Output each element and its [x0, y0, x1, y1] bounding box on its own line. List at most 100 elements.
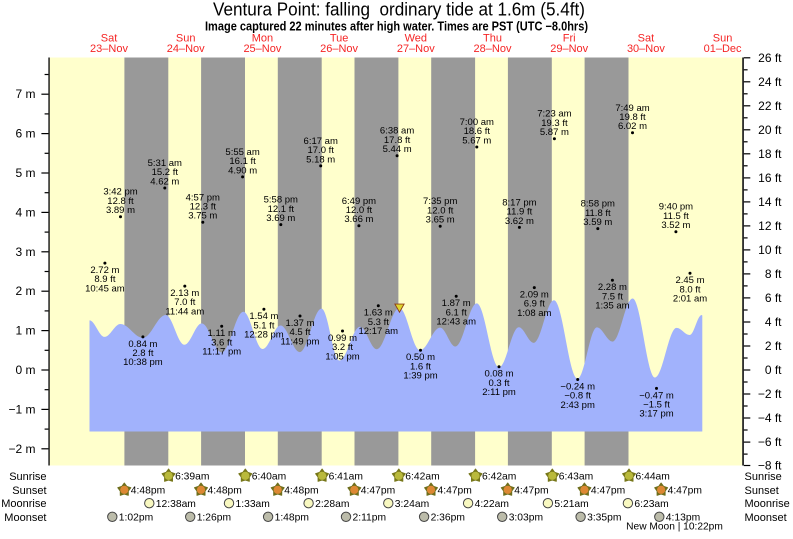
svg-text:7.5 ft: 7.5 ft [602, 291, 623, 302]
svg-text:20 ft: 20 ft [758, 123, 782, 137]
svg-text:10:38 pm: 10:38 pm [123, 357, 163, 368]
svg-text:11.9 ft: 11.9 ft [507, 207, 533, 218]
svg-text:26 ft: 26 ft [758, 51, 782, 65]
svg-text:Sun: Sun [713, 33, 733, 45]
svg-text:1:48pm: 1:48pm [275, 513, 309, 524]
svg-text:5.3 ft: 5.3 ft [368, 317, 389, 328]
svg-text:Moonset: Moonset [745, 512, 787, 524]
svg-text:7:35 pm: 7:35 pm [423, 196, 457, 207]
svg-text:29–Nov: 29–Nov [550, 43, 588, 55]
svg-text:1:08 am: 1:08 am [517, 308, 551, 319]
svg-text:19.3 ft: 19.3 ft [541, 118, 568, 129]
svg-text:4:47pm: 4:47pm [668, 486, 702, 497]
svg-text:11.5 ft: 11.5 ft [663, 211, 689, 222]
svg-text:−2 ft: −2 ft [758, 387, 782, 401]
svg-text:Mon: Mon [252, 33, 273, 45]
svg-text:1.6 ft: 1.6 ft [410, 361, 431, 372]
svg-text:3.75 m: 3.75 m [188, 211, 217, 222]
svg-text:−0.8 ft: −0.8 ft [564, 391, 591, 402]
svg-text:Thu: Thu [483, 33, 502, 45]
svg-text:3.66 m: 3.66 m [344, 214, 373, 225]
svg-text:−0.24 m: −0.24 m [560, 381, 595, 392]
svg-text:Moonset: Moonset [4, 512, 46, 524]
svg-text:5.87 m: 5.87 m [540, 127, 569, 138]
svg-text:Sat: Sat [638, 33, 655, 45]
svg-text:6:39am: 6:39am [175, 472, 209, 483]
svg-text:3.2 ft: 3.2 ft [332, 342, 353, 353]
svg-text:0 m: 0 m [15, 363, 35, 377]
svg-text:−2 m: −2 m [8, 442, 35, 456]
svg-text:6:23am: 6:23am [634, 499, 668, 510]
svg-text:6 ft: 6 ft [765, 291, 782, 305]
svg-text:26–Nov: 26–Nov [320, 43, 358, 55]
svg-text:1:35 am: 1:35 am [595, 301, 629, 312]
svg-text:3:35pm: 3:35pm [587, 513, 621, 524]
svg-text:2.09 m: 2.09 m [520, 290, 549, 301]
svg-text:12:43 am: 12:43 am [436, 317, 476, 328]
svg-text:16 ft: 16 ft [758, 171, 782, 185]
svg-text:0.3 ft: 0.3 ft [488, 378, 509, 389]
svg-text:1.54 m: 1.54 m [249, 311, 278, 322]
svg-text:−4 ft: −4 ft [758, 411, 782, 425]
svg-text:−8 ft: −8 ft [758, 459, 782, 473]
svg-text:2.45 m: 2.45 m [675, 275, 704, 286]
svg-text:3.52 m: 3.52 m [661, 220, 690, 231]
svg-text:22 ft: 22 ft [758, 99, 782, 113]
svg-text:3:24am: 3:24am [395, 499, 429, 510]
svg-text:−6 ft: −6 ft [758, 435, 782, 449]
svg-text:5.18 m: 5.18 m [306, 154, 335, 165]
svg-text:5:21am: 5:21am [554, 499, 588, 510]
svg-text:−0.47 m: −0.47 m [639, 390, 674, 401]
svg-text:2.8 ft: 2.8 ft [132, 348, 153, 359]
svg-text:2:36pm: 2:36pm [431, 513, 465, 524]
svg-text:14 ft: 14 ft [758, 195, 782, 209]
svg-text:10 ft: 10 ft [758, 243, 782, 257]
svg-text:1:05 pm: 1:05 pm [325, 351, 359, 362]
svg-text:4.62 m: 4.62 m [150, 176, 179, 187]
svg-text:3.69 m: 3.69 m [266, 213, 295, 224]
svg-text:4:47pm: 4:47pm [438, 486, 472, 497]
svg-text:6:44am: 6:44am [636, 472, 670, 483]
svg-text:5:55 am: 5:55 am [225, 147, 259, 158]
svg-text:Sunrise: Sunrise [9, 471, 46, 483]
svg-text:4.90 m: 4.90 m [228, 165, 257, 176]
svg-text:8:58 pm: 8:58 pm [581, 199, 615, 210]
svg-text:4.5 ft: 4.5 ft [289, 327, 310, 338]
svg-text:15.2 ft: 15.2 ft [152, 167, 179, 178]
svg-text:18 ft: 18 ft [758, 147, 782, 161]
svg-text:2:11pm: 2:11pm [353, 513, 387, 524]
svg-text:2:43 pm: 2:43 pm [561, 400, 595, 411]
svg-text:4:48pm: 4:48pm [284, 486, 318, 497]
svg-text:6.1 ft: 6.1 ft [446, 307, 467, 318]
svg-text:7:49 am: 7:49 am [615, 103, 649, 114]
svg-text:6:42am: 6:42am [482, 472, 516, 483]
svg-text:2.72 m: 2.72 m [90, 265, 119, 276]
svg-text:2.13 m: 2.13 m [170, 288, 199, 299]
svg-text:1.63 m: 1.63 m [364, 308, 393, 319]
svg-text:3.65 m: 3.65 m [426, 215, 455, 226]
svg-text:3:42 pm: 3:42 pm [103, 187, 137, 198]
svg-text:12.3 ft: 12.3 ft [190, 202, 217, 213]
svg-text:Sunrise: Sunrise [745, 471, 782, 483]
svg-text:6:40am: 6:40am [252, 472, 286, 483]
svg-text:0.08 m: 0.08 m [484, 369, 513, 380]
svg-text:11.8 ft: 11.8 ft [585, 208, 611, 219]
svg-text:10:45 am: 10:45 am [85, 283, 125, 294]
svg-text:17.0 ft: 17.0 ft [307, 145, 334, 156]
svg-text:27–Nov: 27–Nov [397, 43, 435, 55]
svg-text:0.84 m: 0.84 m [128, 339, 157, 350]
svg-text:8:17 pm: 8:17 pm [502, 197, 536, 208]
svg-text:5 m: 5 m [15, 166, 35, 180]
svg-text:4:13pm: 4:13pm [666, 513, 700, 524]
svg-text:12.1 ft: 12.1 ft [268, 204, 295, 215]
svg-text:11:44 am: 11:44 am [165, 306, 204, 317]
svg-text:1 m: 1 m [15, 324, 35, 338]
svg-text:3:03pm: 3:03pm [509, 513, 543, 524]
svg-text:18.6 ft: 18.6 ft [464, 126, 491, 137]
svg-text:4:47pm: 4:47pm [361, 486, 395, 497]
svg-text:19.8 ft: 19.8 ft [619, 112, 646, 123]
svg-text:1:02pm: 1:02pm [119, 513, 153, 524]
svg-text:5:58 pm: 5:58 pm [264, 195, 298, 206]
svg-text:3.6 ft: 3.6 ft [211, 337, 232, 348]
svg-text:Image captured 22 minutes afte: Image captured 22 minutes after high wat… [205, 20, 588, 34]
